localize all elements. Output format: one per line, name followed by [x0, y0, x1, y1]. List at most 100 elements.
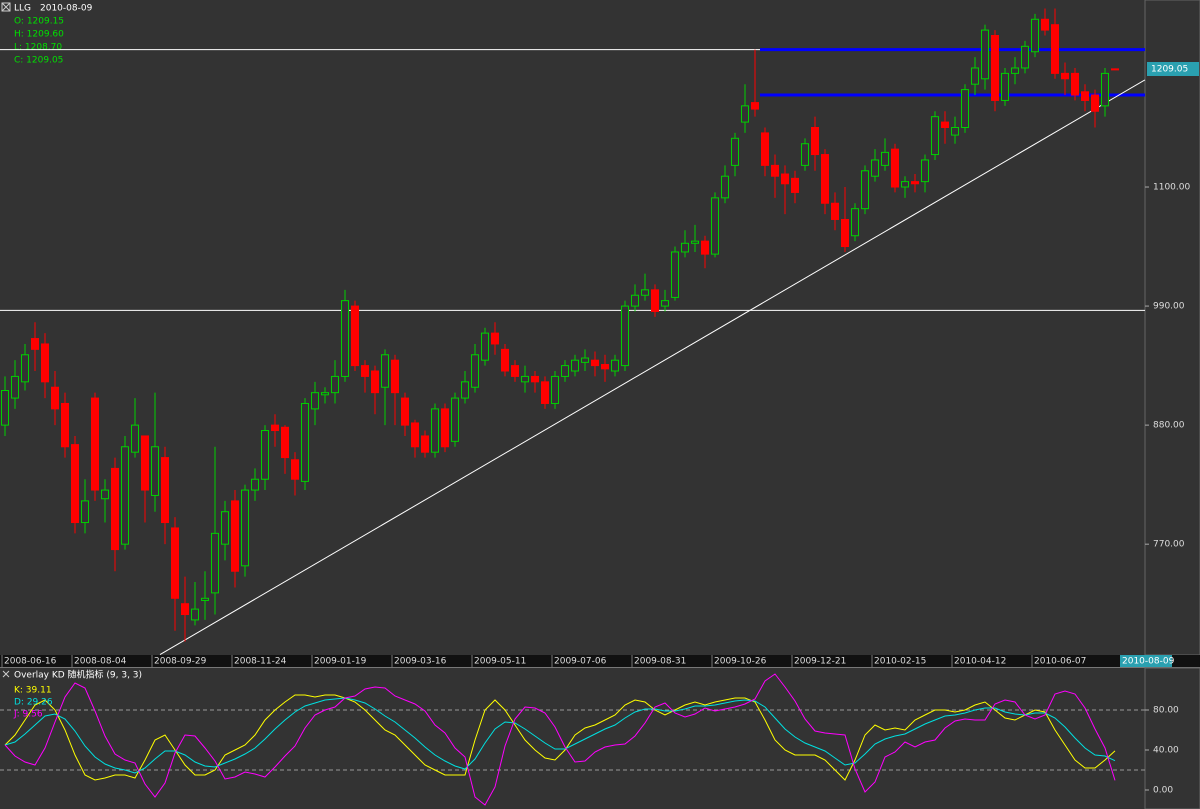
current-price-box	[1147, 61, 1199, 76]
ohlc-info: H: 1209.60	[14, 30, 64, 40]
current-date-label: 2010-08-09	[1122, 657, 1175, 667]
x-tick-label: 2008-09-29	[154, 657, 207, 667]
candle-body	[531, 375, 539, 383]
candle-body	[241, 489, 249, 567]
drawn-line	[159, 79, 1146, 655]
candle-body	[901, 181, 909, 188]
candle-body	[591, 359, 599, 367]
candle-body	[231, 500, 239, 572]
candle-body	[201, 597, 209, 601]
ohlc-info: O: 1209.15	[14, 17, 64, 27]
candle-body	[541, 381, 549, 404]
candle-body	[671, 251, 679, 298]
candle-body	[1051, 24, 1059, 74]
x-tick-label: 2009-05-11	[474, 657, 526, 667]
close-box[interactable]	[1, 2, 11, 12]
x-tick-label: 2008-08-04	[74, 657, 127, 667]
candle-body	[291, 459, 299, 480]
candle-body	[21, 354, 29, 383]
symbol: LLG	[14, 4, 31, 14]
candle-body	[601, 364, 609, 370]
candle-body	[571, 359, 579, 372]
candle-body	[651, 289, 659, 312]
candle-body	[151, 446, 159, 496]
x-tick-label: 2008-06-16	[4, 657, 57, 667]
candle-body	[661, 300, 669, 307]
x-tick-label: 2009-01-19	[314, 657, 367, 667]
candle-body	[101, 489, 109, 500]
candle-body	[421, 435, 429, 453]
candle-body	[971, 67, 979, 85]
candle-body	[741, 105, 749, 123]
candle-body	[961, 89, 969, 128]
candle-body	[1081, 91, 1089, 101]
candle-body	[331, 375, 339, 394]
candle-body	[941, 121, 949, 128]
candle-body	[871, 159, 879, 177]
candle-body	[301, 402, 309, 482]
candle-body	[31, 338, 39, 350]
candle-body	[551, 375, 559, 404]
date-axis	[0, 655, 1200, 667]
candle-body	[561, 365, 569, 377]
candle-body	[471, 354, 479, 388]
candle-body	[991, 34, 999, 101]
candle-body	[61, 402, 69, 448]
candle-body	[271, 424, 279, 432]
candle-body	[341, 300, 349, 377]
legend-entry: K: 39.11	[14, 686, 52, 696]
candle-body	[751, 102, 759, 110]
candle-body	[91, 397, 99, 491]
candle-body	[281, 426, 289, 459]
close-icon	[1, 2, 11, 12]
candle-body	[111, 467, 119, 551]
y-tick-label: 770.00	[1153, 540, 1185, 550]
candle-body	[981, 29, 989, 80]
x-tick-label: 2009-10-26	[714, 657, 767, 667]
date: 2010-08-09	[40, 4, 93, 14]
kd-close-icon[interactable]	[2, 670, 10, 678]
kd-axis	[1144, 667, 1200, 809]
y-tick-label: 80.00	[1153, 706, 1179, 716]
candle-body	[411, 422, 419, 448]
candle-body	[501, 348, 509, 372]
candle-body	[1111, 68, 1119, 71]
candle-body	[311, 392, 319, 410]
candle-body	[1011, 67, 1019, 74]
x-tick-label: 2009-03-16	[394, 657, 447, 667]
x-tick-label: 2008-11-24	[234, 657, 287, 667]
candle-body	[141, 435, 149, 491]
candle-body	[491, 332, 499, 345]
candle-body	[221, 511, 229, 545]
candle-body	[351, 305, 359, 367]
kd-title: Overlay KD 随机指标 (9, 3, 3)	[14, 669, 142, 681]
candle-body	[381, 354, 389, 388]
candle-body	[71, 444, 79, 524]
candle-body	[891, 148, 899, 188]
candle-body	[1041, 18, 1049, 31]
candle-body	[1, 389, 9, 426]
x-tick-label: 2009-08-31	[634, 657, 686, 667]
candle-body	[11, 375, 19, 399]
legend-entry: D: 29.26	[14, 698, 53, 708]
candle-body	[851, 208, 859, 237]
y-tick-label: 990.00	[1153, 302, 1185, 312]
candle-body	[841, 218, 849, 248]
candle-body	[511, 365, 519, 377]
y-tick-label: 0.00	[1153, 786, 1173, 796]
candle-body	[1001, 72, 1009, 101]
candle-body	[911, 181, 919, 185]
candle-body	[641, 289, 649, 296]
candle-body	[51, 386, 59, 410]
candle-body	[371, 370, 379, 394]
legend-entry: J: 9.56	[13, 710, 43, 720]
candle-body	[631, 294, 639, 307]
candle-body	[321, 392, 329, 396]
candle-body	[211, 532, 219, 594]
candle-body	[361, 365, 369, 377]
candle-body	[761, 132, 769, 166]
x-tick-label: 2009-12-21	[794, 657, 846, 667]
candle-body	[831, 202, 839, 220]
candle-body	[771, 164, 779, 177]
